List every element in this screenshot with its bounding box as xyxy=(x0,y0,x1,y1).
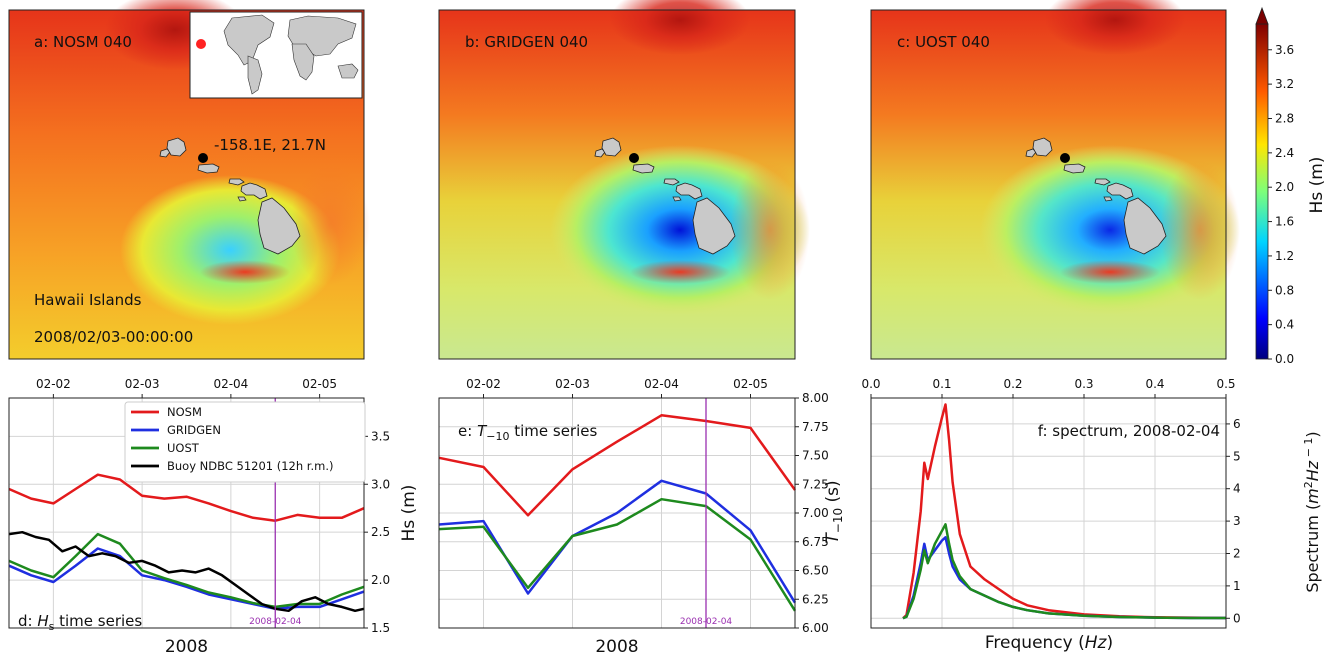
x-tick-label: 0.0 xyxy=(861,377,880,391)
x-tick-label: 02-04 xyxy=(644,377,679,391)
chart-e-ylabel: T−10 (s) xyxy=(823,480,845,543)
y-tick-label: 1.5 xyxy=(371,621,390,635)
series-line-gridgen xyxy=(8,547,365,611)
australia-shape xyxy=(337,63,359,79)
plot-frame xyxy=(870,397,1227,629)
map-panel-a-label: a: NOSM 040 xyxy=(34,33,132,51)
colorbar-label: Hs (m) xyxy=(1307,157,1327,214)
plot-frame xyxy=(8,397,365,629)
colorbar-tick-label: 0.0 xyxy=(1275,352,1294,366)
x-axis-label: 2008 xyxy=(595,637,638,657)
x-tick-label: 0.2 xyxy=(1003,377,1022,391)
series-line-nosm xyxy=(438,414,797,517)
x-tick-label: 02-03 xyxy=(125,377,160,391)
x-tick-label: 02-05 xyxy=(302,377,337,391)
y-tick-label: 8.00 xyxy=(802,391,829,405)
y-tick-label: 5 xyxy=(1233,449,1241,463)
chart-panel-f: 0.0 0.1 0.2 0.3 0.4 0.5 0 1 2 3 4 5 6 f: spectrum, 2… xyxy=(861,377,1322,653)
buoy-location-marker xyxy=(198,153,208,163)
y-tick-label: 7.50 xyxy=(802,449,829,463)
series-line-nosm xyxy=(8,473,365,522)
colorbar-extend-arrow xyxy=(1255,6,1269,25)
series-line-uost xyxy=(902,523,1226,620)
date-marker-label: 2008-02-04 xyxy=(249,617,302,627)
y-tick-label: 7.00 xyxy=(802,506,829,520)
buoy-location-marker-b xyxy=(629,153,639,163)
y-tick-label: 6.25 xyxy=(802,592,829,606)
colorbar-tick-label: 2.8 xyxy=(1275,111,1294,125)
colorbar-tick-label: 3.2 xyxy=(1275,77,1294,91)
y-tick-label: 0 xyxy=(1233,611,1241,625)
x-tick-label: 02-04 xyxy=(213,377,248,391)
x-tick-label: 02-05 xyxy=(733,377,768,391)
y-tick-label: 2 xyxy=(1233,546,1241,560)
map-panel-c: c: UOST 040 xyxy=(870,0,1240,360)
colorbar-tick-label: 0.4 xyxy=(1275,318,1294,332)
y-axis-label: Hs (m) xyxy=(399,485,419,542)
x-axis-label: 2008 xyxy=(165,637,208,657)
legend-box xyxy=(124,401,366,483)
colorbar-tick-label: 2.4 xyxy=(1275,146,1294,160)
y-tick-label: 2.5 xyxy=(371,525,390,539)
legend-entry: UOST xyxy=(167,441,200,455)
buoy-location-marker-c xyxy=(1060,153,1070,163)
colorbar-tick-label: 1.6 xyxy=(1275,215,1294,229)
plot-frame xyxy=(438,397,796,629)
y-tick-label: 1 xyxy=(1233,579,1241,593)
colorbar-tick-label: 1.2 xyxy=(1275,249,1294,263)
x-tick-label: 02-03 xyxy=(555,377,590,391)
y-tick-label: 7.75 xyxy=(802,420,829,434)
region-label: Hawaii Islands xyxy=(34,291,142,309)
series-line-uost xyxy=(438,497,797,612)
map-panel-b-label: b: GRIDGEN 040 xyxy=(465,33,588,51)
colorbar-scale xyxy=(1255,23,1269,360)
chart-f-xlabel: Frequency (Hz) xyxy=(985,633,1113,653)
series-line-buoy xyxy=(8,530,365,613)
y-tick-label: 3 xyxy=(1233,514,1241,528)
map-panel-a: -158.1E, 21.7N a: NOSM 040 Hawaii Island… xyxy=(8,0,370,360)
colorbar: 0.0 0.4 0.8 1.2 1.6 2.0 2.4 2.8 3.2 3.6 Hs (m) xyxy=(1255,6,1327,366)
y-tick-label: 2.0 xyxy=(371,573,390,587)
chart-e-panel-label: e: T−10 time series xyxy=(458,422,597,443)
date-marker-label: 2008-02-04 xyxy=(680,617,733,627)
hawaii-location-dot xyxy=(196,39,206,49)
x-tick-label: 0.1 xyxy=(932,377,951,391)
y-tick-label: 3.5 xyxy=(371,429,390,443)
legend-entry: Buoy NDBC 51201 (12h r.m.) xyxy=(167,459,333,473)
series-line-uost xyxy=(8,532,365,609)
y-tick-label: 3.0 xyxy=(371,477,390,491)
chart-d-panel-label: d: Hs time series xyxy=(18,612,142,633)
x-tick-label: 02-02 xyxy=(36,377,71,391)
timestamp-label: 2008/02/03-00:00:00 xyxy=(34,328,193,346)
chart-f-panel-label: f: spectrum, 2008-02-04 xyxy=(1038,422,1220,440)
colorbar-tick-label: 0.8 xyxy=(1275,283,1294,297)
chart-panel-d: 02-02 02-03 02-04 02-05 1.5 2.0 2.5 3.0 3.5 2008-… xyxy=(8,377,419,657)
plot-area xyxy=(871,398,1226,628)
y-tick-label: 6.75 xyxy=(802,535,829,549)
africa-shape xyxy=(291,43,315,81)
x-tick-label: 0.3 xyxy=(1074,377,1093,391)
chart-f-ylabel: Spectrum (m2Hz − 1) xyxy=(1302,431,1322,592)
x-tick-label: 0.4 xyxy=(1145,377,1164,391)
point-label: -158.1E, 21.7N xyxy=(214,136,326,154)
x-tick-label: 0.5 xyxy=(1216,377,1235,391)
y-tick-label: 7.25 xyxy=(802,477,829,491)
legend-entry: GRIDGEN xyxy=(167,423,221,437)
y-tick-label: 4 xyxy=(1233,482,1241,496)
legend-entry: NOSM xyxy=(167,405,202,419)
y-tick-label: 6.50 xyxy=(802,564,829,578)
map-panel-c-label: c: UOST 040 xyxy=(897,33,990,51)
chart-panel-e: 02-02 02-03 02-04 02-05 6.00 6.25 6.50 6.75 7.00… xyxy=(438,377,845,657)
map-panel-b: b: GRIDGEN 040 xyxy=(438,0,810,360)
colorbar-tick-label: 3.6 xyxy=(1275,43,1294,57)
x-tick-label: 02-02 xyxy=(466,377,501,391)
y-tick-label: 6.00 xyxy=(802,621,829,635)
colorbar-tick-label: 2.0 xyxy=(1275,180,1294,194)
y-tick-label: 6 xyxy=(1233,417,1241,431)
inset-world-map xyxy=(189,11,363,99)
